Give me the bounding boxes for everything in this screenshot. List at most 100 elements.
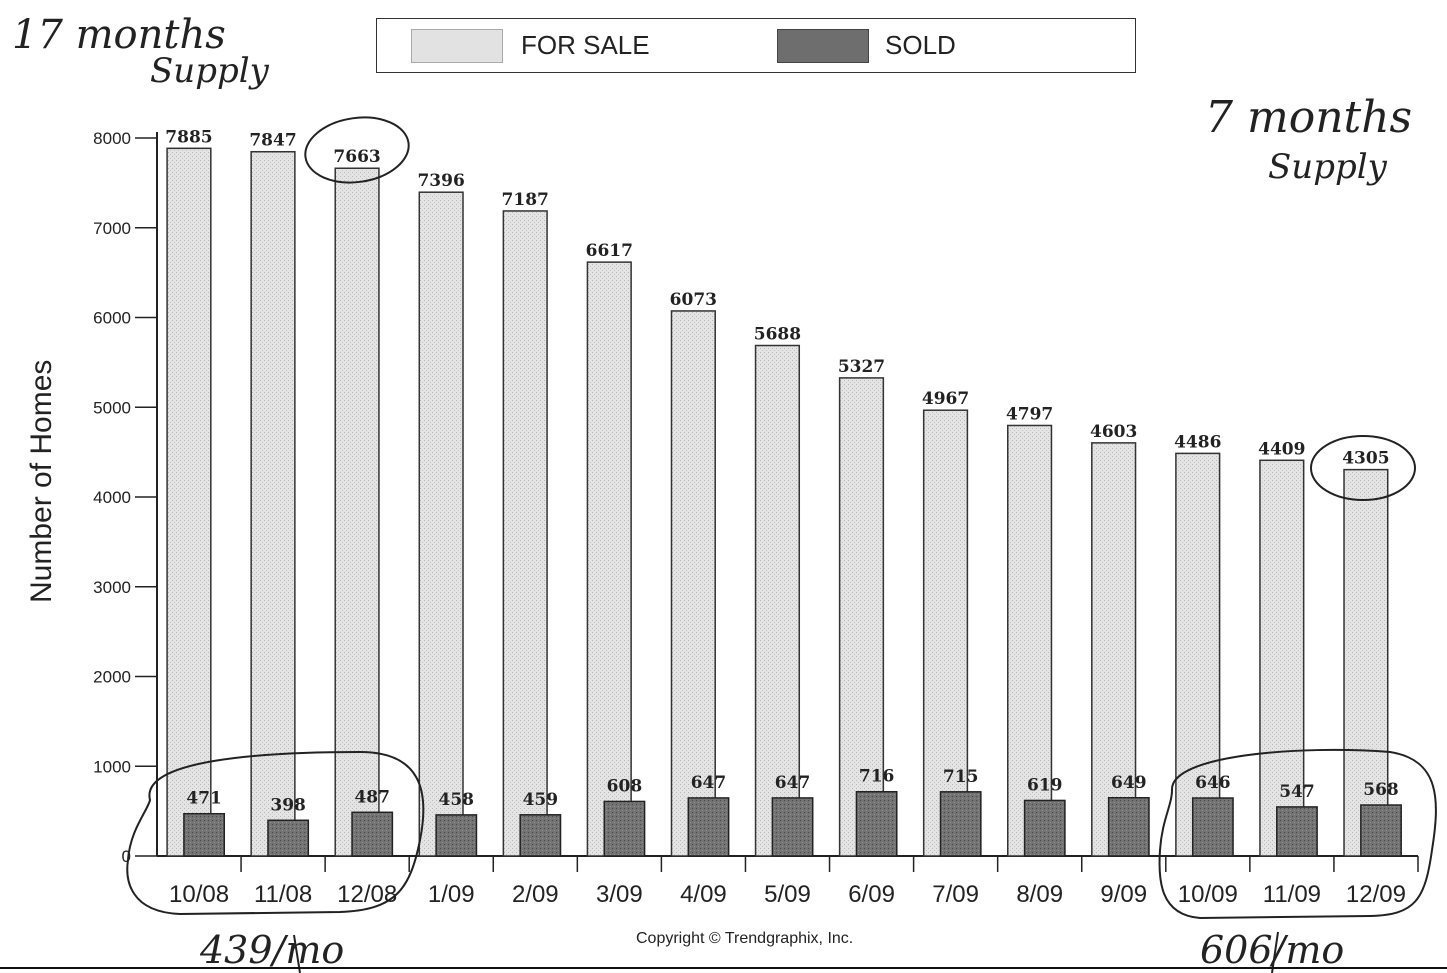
annotation-bottom-left: 439/mo bbox=[199, 928, 344, 972]
bar-for-sale bbox=[670, 310, 716, 857]
bar-sold bbox=[1023, 799, 1066, 857]
bar-sold bbox=[939, 791, 982, 857]
x-tick-label: 1/09 bbox=[428, 881, 475, 908]
bar-sold bbox=[1191, 797, 1234, 857]
handwritten-annotations bbox=[126, 116, 1437, 973]
data-label-sold: 649 bbox=[1111, 773, 1147, 793]
bar-sold bbox=[267, 819, 310, 857]
x-tick-label: 6/09 bbox=[848, 881, 895, 908]
data-label-for-sale: 5327 bbox=[838, 357, 885, 377]
data-label-sold: 471 bbox=[186, 789, 222, 809]
data-label-sold: 568 bbox=[1363, 780, 1399, 800]
bar-sold bbox=[183, 812, 226, 857]
bar-for-sale bbox=[838, 377, 885, 857]
y-tick-label: 2000 bbox=[93, 668, 131, 687]
bar-sold bbox=[519, 814, 562, 857]
bar-sold bbox=[435, 814, 478, 857]
data-label-sold: 547 bbox=[1279, 782, 1315, 802]
data-label-for-sale: 7396 bbox=[417, 171, 464, 191]
x-tick-label: 12/09 bbox=[1346, 881, 1406, 908]
circle-4305 bbox=[1310, 435, 1416, 501]
divider-bottom-left bbox=[293, 934, 301, 973]
annotation-bottom-right: 606/mo bbox=[1200, 928, 1344, 972]
bar-for-sale bbox=[1091, 442, 1137, 857]
data-label-for-sale: 5688 bbox=[754, 325, 801, 345]
bar-sold bbox=[855, 790, 898, 857]
data-label-for-sale: 4409 bbox=[1258, 439, 1305, 459]
bar-sold bbox=[603, 800, 646, 857]
bar-for-sale bbox=[418, 191, 464, 857]
x-tick-label: 12/08 bbox=[337, 881, 397, 908]
y-tick-label: 1000 bbox=[93, 757, 131, 776]
data-label-sold: 646 bbox=[1195, 773, 1231, 793]
data-label-sold: 647 bbox=[691, 773, 727, 793]
data-label-sold: 716 bbox=[859, 767, 895, 787]
bars bbox=[166, 147, 1402, 857]
bar-sold bbox=[1360, 804, 1402, 857]
data-label-sold: 458 bbox=[439, 790, 475, 810]
data-label-sold: 459 bbox=[523, 790, 559, 810]
divider-bottom-right bbox=[1271, 931, 1279, 973]
x-tick-label: 3/09 bbox=[596, 881, 643, 908]
bar-sold bbox=[1276, 806, 1318, 857]
y-tick-label: 6000 bbox=[93, 309, 131, 328]
y-tick-label: 7000 bbox=[93, 219, 131, 238]
data-label-for-sale: 4967 bbox=[922, 389, 969, 409]
x-tick-label: 7/09 bbox=[932, 881, 979, 908]
annotation-top-left-line2: Supply bbox=[150, 51, 270, 91]
copyright-text: Copyright © Trendgraphix, Inc. bbox=[636, 930, 854, 947]
data-label-for-sale: 7663 bbox=[333, 147, 380, 167]
data-label-sold: 608 bbox=[607, 776, 643, 796]
data-label-sold: 715 bbox=[943, 767, 979, 787]
bar-sold bbox=[687, 797, 730, 857]
bar-sold bbox=[351, 811, 394, 857]
data-label-for-sale: 4797 bbox=[1006, 404, 1053, 424]
data-label-for-sale: 4603 bbox=[1090, 422, 1137, 442]
oval-right-group bbox=[1158, 748, 1437, 920]
data-label-for-sale: 4305 bbox=[1342, 449, 1389, 469]
bar-for-sale bbox=[754, 344, 801, 857]
x-tick-label: 9/09 bbox=[1100, 881, 1147, 908]
data-label-sold: 487 bbox=[354, 787, 390, 807]
oval-left-group bbox=[126, 750, 425, 916]
data-label-sold: 647 bbox=[775, 773, 811, 793]
bar-sold bbox=[771, 797, 814, 857]
bar-for-sale bbox=[1007, 424, 1053, 857]
x-tick-label: 10/09 bbox=[1178, 881, 1238, 908]
data-label-for-sale: 4486 bbox=[1174, 432, 1221, 452]
x-tick-label: 2/09 bbox=[512, 881, 559, 908]
data-label-sold: 619 bbox=[1027, 775, 1063, 795]
handwritten-text: 17 months Supply 7 months Supply 439/mo … bbox=[12, 12, 1412, 972]
x-tick-label: 8/09 bbox=[1016, 881, 1063, 908]
legend-label-sold: SOLD bbox=[885, 30, 956, 60]
bar-for-sale bbox=[922, 409, 969, 857]
bar-for-sale bbox=[250, 150, 296, 857]
data-label-for-sale: 7885 bbox=[165, 127, 212, 147]
bar-for-sale bbox=[586, 261, 632, 857]
x-tick-label: 5/09 bbox=[764, 881, 811, 908]
data-labels: 7885 471 7847 398 7663 487 7396 458 7187 459 6617 6… bbox=[165, 127, 1398, 815]
x-tick-label: 10/08 bbox=[169, 881, 229, 908]
bar-for-sale bbox=[334, 167, 380, 857]
bar-sold bbox=[1107, 797, 1150, 857]
bar-for-sale bbox=[1175, 452, 1221, 857]
x-tick-label: 4/09 bbox=[680, 881, 727, 908]
axes: 0 1000 2000 3000 4000 5000 6000 7000 8000 10/08 11… bbox=[93, 129, 1419, 908]
data-label-for-sale: 6073 bbox=[670, 290, 717, 310]
bar-for-sale bbox=[166, 147, 212, 857]
x-tick-label: 11/09 bbox=[1263, 881, 1321, 908]
y-tick-label: 3000 bbox=[93, 578, 131, 597]
data-label-for-sale: 7847 bbox=[249, 131, 296, 151]
y-tick-label: 8000 bbox=[93, 129, 131, 148]
y-tick-label: 4000 bbox=[93, 488, 131, 507]
x-tick-label: 11/08 bbox=[254, 881, 312, 908]
bar-for-sale bbox=[502, 210, 548, 857]
y-tick-label: 0 bbox=[122, 847, 131, 866]
data-label-sold: 398 bbox=[270, 795, 306, 815]
circle-7663 bbox=[304, 116, 410, 184]
annotation-top-right-line2: Supply bbox=[1268, 147, 1388, 187]
annotation-top-left-line1: 17 months bbox=[12, 12, 226, 58]
annotation-top-right-line1: 7 months bbox=[1205, 92, 1412, 143]
legend-swatch-for-sale bbox=[411, 29, 503, 63]
